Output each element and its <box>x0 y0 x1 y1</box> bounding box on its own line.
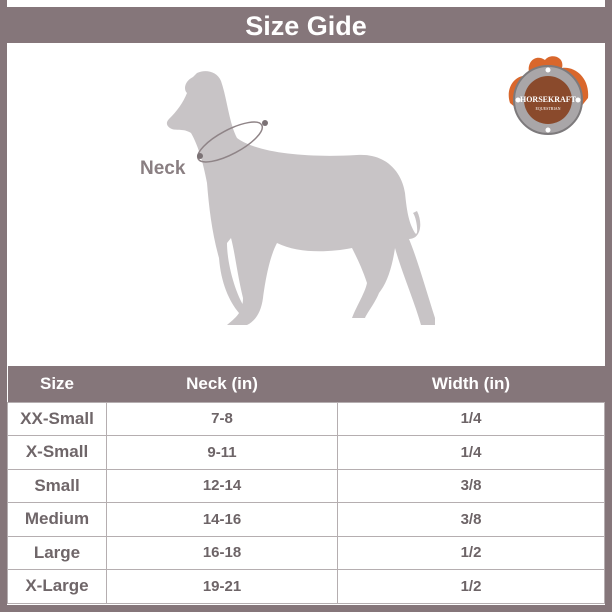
size-table: Size Neck (in) Width (in) XX-Small 7-8 1/4… <box>7 366 605 604</box>
cell-neck: 14-16 <box>106 502 338 537</box>
header-neck: Neck (in) <box>106 366 338 402</box>
cell-width: 1/2 <box>337 535 605 570</box>
table-row: X-Small 9-11 1/4 <box>7 435 605 470</box>
cell-neck: 12-14 <box>106 468 338 503</box>
cell-neck: 16-18 <box>106 535 338 570</box>
cell-width: 3/8 <box>337 502 605 537</box>
dog-silhouette <box>166 71 435 325</box>
neck-measure-line <box>196 121 264 163</box>
header-size: Size <box>7 366 107 402</box>
cell-size: Large <box>7 535 107 570</box>
cell-neck: 7-8 <box>106 401 338 436</box>
cell-size: X-Small <box>7 435 107 470</box>
table-row: Small 12-14 3/8 <box>7 468 605 503</box>
cell-width: 1/2 <box>337 569 605 604</box>
svg-text:EQUESTRIAN: EQUESTRIAN <box>535 106 560 111</box>
cell-width: 3/8 <box>337 468 605 503</box>
table-row: XX-Small 7-8 1/4 <box>7 401 605 436</box>
header-width: Width (in) <box>337 366 605 402</box>
dog-illustration <box>166 71 435 325</box>
cell-size: XX-Small <box>7 401 107 436</box>
cell-width: 1/4 <box>337 435 605 470</box>
measure-point <box>262 120 268 126</box>
measure-point <box>197 153 203 159</box>
table-row: Medium 14-16 3/8 <box>7 502 605 537</box>
cell-neck: 19-21 <box>106 569 338 604</box>
table-row: X-Large 19-21 1/2 <box>7 569 605 604</box>
neck-label: Neck <box>140 158 186 179</box>
table-row: Large 16-18 1/2 <box>7 535 605 570</box>
page-title: Size Gide <box>7 7 605 43</box>
cell-neck: 9-11 <box>106 435 338 470</box>
cell-size: X-Large <box>7 569 107 604</box>
cell-size: Medium <box>7 502 107 537</box>
horsekraft-logo: HORSEKRAFT EQUESTRIAN <box>508 56 589 135</box>
cell-width: 1/4 <box>337 401 605 436</box>
svg-text:HORSEKRAFT: HORSEKRAFT <box>520 95 577 104</box>
table-header-row: Size Neck (in) Width (in) <box>7 366 605 402</box>
cell-size: Small <box>7 468 107 503</box>
